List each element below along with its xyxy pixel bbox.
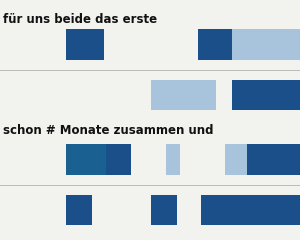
- Bar: [66, 144, 106, 175]
- Bar: [223, 195, 300, 225]
- Bar: [247, 144, 300, 175]
- Bar: [66, 195, 92, 225]
- Text: schon # Monate zusammen und: schon # Monate zusammen und: [3, 124, 214, 137]
- Bar: [166, 144, 180, 175]
- Bar: [151, 195, 177, 225]
- Bar: [232, 29, 300, 60]
- Bar: [197, 29, 232, 60]
- Bar: [66, 29, 104, 60]
- Bar: [232, 80, 300, 110]
- Bar: [151, 80, 215, 110]
- Text: für uns beide das erste: für uns beide das erste: [3, 13, 157, 26]
- Bar: [225, 144, 247, 175]
- Bar: [66, 144, 131, 175]
- Bar: [200, 195, 223, 225]
